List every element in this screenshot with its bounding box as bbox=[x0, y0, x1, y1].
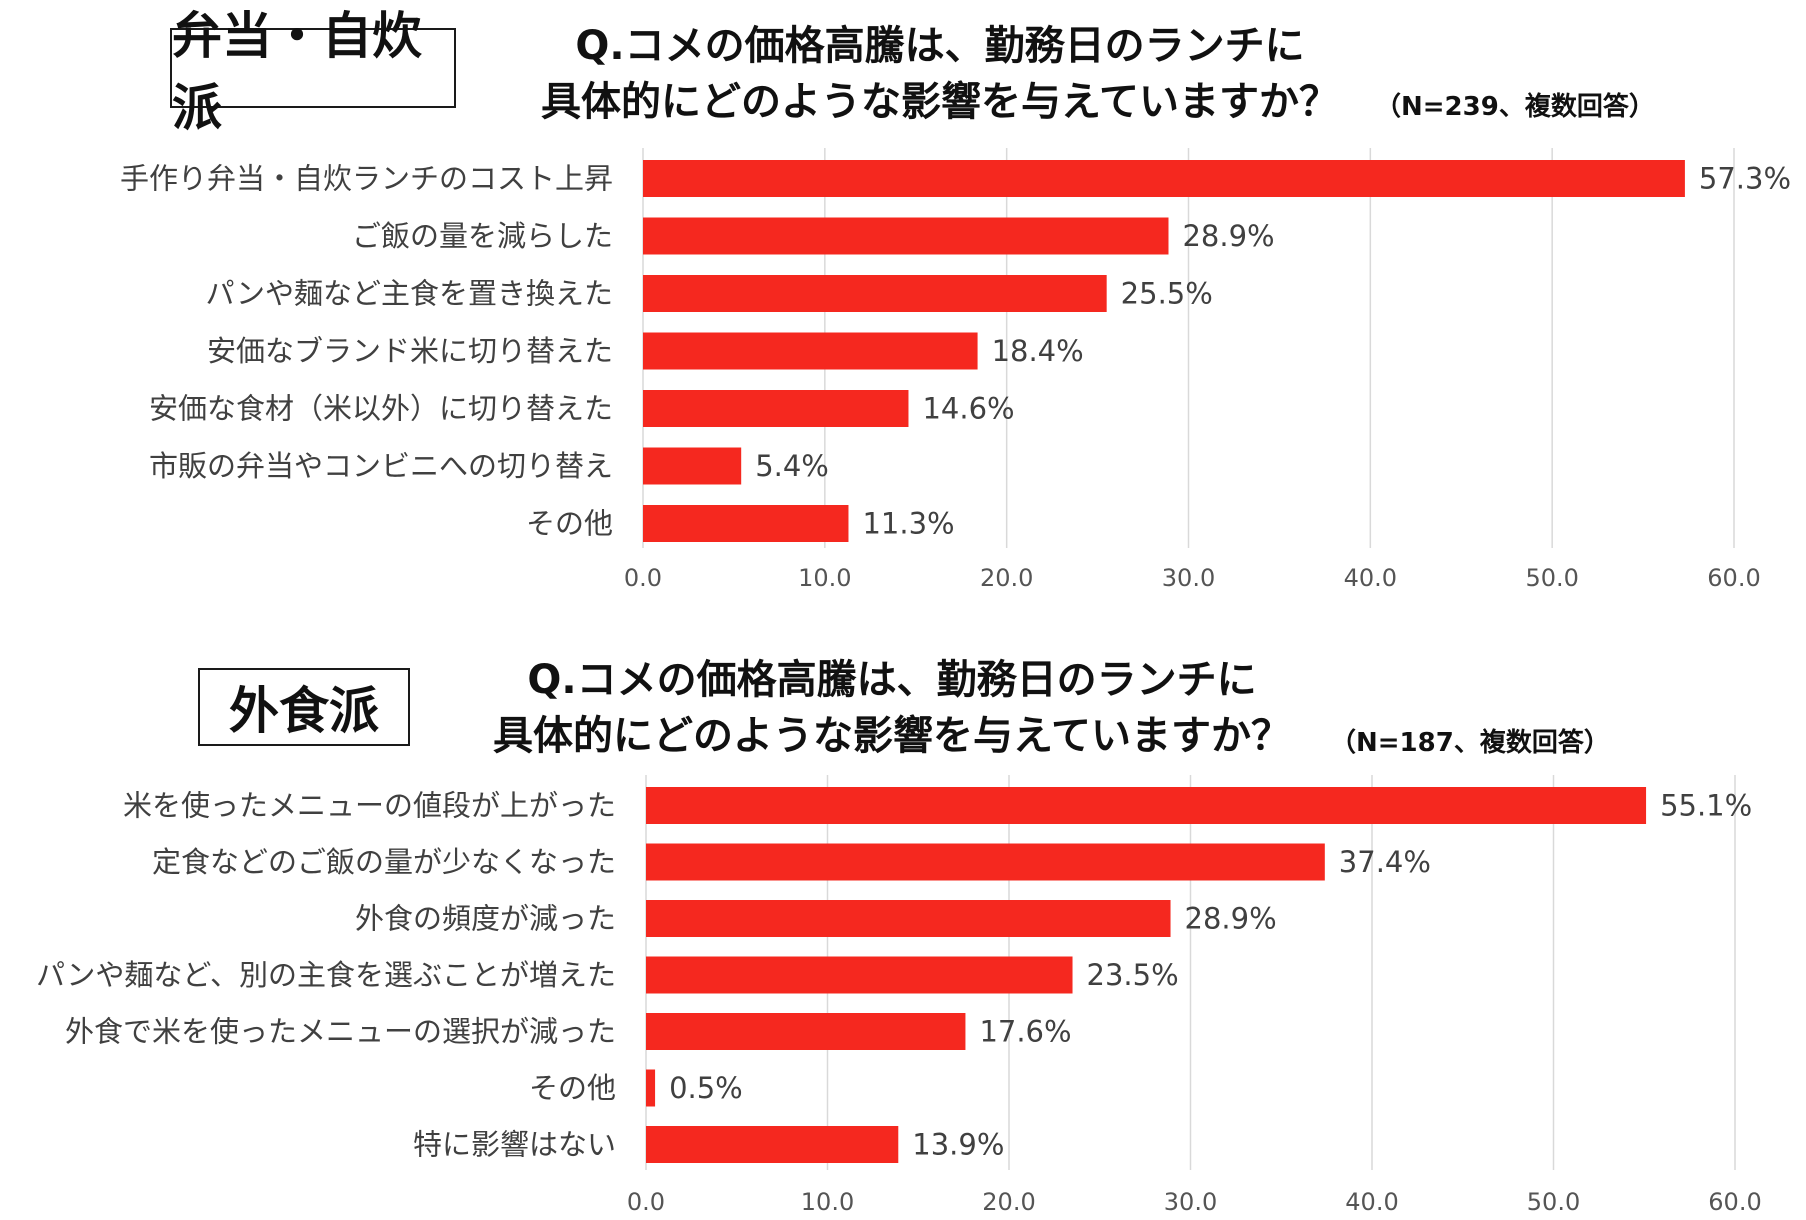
x-tick-label: 0.0 bbox=[627, 1188, 665, 1216]
chart-title-line1: Q.コメの価格高騰は、勤務日のランチに bbox=[575, 23, 1305, 69]
chart-title: Q.コメの価格高騰は、勤務日のランチに 具体的にどのような影響を与えていますか？ bbox=[500, 18, 1380, 130]
category-label: その他 bbox=[529, 1071, 616, 1105]
category-label: 外食で米を使ったメニューの選択が減った bbox=[65, 1015, 616, 1049]
bar bbox=[643, 217, 1169, 255]
value-label: 37.4% bbox=[1339, 845, 1431, 879]
bar-chart-bento: 0.0 10.0 20.0 30.0 40.0 50.0 60.0 手作り弁当・自炊ランチのコ… bbox=[120, 148, 1791, 592]
x-tick-label: 10.0 bbox=[798, 564, 851, 592]
category-label: 定食などのご飯の量が少なくなった bbox=[152, 845, 616, 879]
chart-panel-eating-out: 外食派 Q.コメの価格高騰は、勤務日のランチに 具体的にどのような影響を与えてい… bbox=[0, 640, 1806, 1220]
value-label: 25.5% bbox=[1121, 277, 1213, 311]
x-tick-label: 60.0 bbox=[1707, 564, 1760, 592]
value-label: 28.9% bbox=[1185, 902, 1277, 936]
bar bbox=[643, 332, 978, 370]
chart-title-line1: Q.コメの価格高騰は、勤務日のランチに bbox=[527, 657, 1257, 703]
category-label: 特に影響はない bbox=[413, 1128, 616, 1162]
x-tick-label: 50.0 bbox=[1527, 1188, 1580, 1216]
value-label: 57.3% bbox=[1699, 162, 1791, 196]
bar bbox=[643, 390, 909, 427]
category-label: 米を使ったメニューの値段が上がった bbox=[123, 789, 616, 823]
value-label: 28.9% bbox=[1182, 219, 1274, 253]
x-tick-label: 0.0 bbox=[624, 564, 662, 592]
x-tick-label: 30.0 bbox=[1164, 1188, 1217, 1216]
bar bbox=[646, 1013, 966, 1050]
x-tick-label: 60.0 bbox=[1708, 1188, 1761, 1216]
bar bbox=[643, 447, 742, 485]
x-tick-label: 10.0 bbox=[801, 1188, 854, 1216]
chart-title-line2: 具体的にどのような影響を与えていますか？ bbox=[541, 79, 1339, 125]
value-label: 13.9% bbox=[912, 1128, 1004, 1162]
category-label: ご飯の量を減らした bbox=[352, 219, 613, 253]
group-label-box: 外食派 bbox=[198, 668, 410, 746]
bar bbox=[646, 956, 1073, 994]
x-tick-label: 40.0 bbox=[1345, 1188, 1398, 1216]
x-tick-label: 20.0 bbox=[982, 1188, 1035, 1216]
bar bbox=[646, 843, 1325, 881]
group-label-box: 弁当・自炊派 bbox=[170, 7, 456, 137]
value-label: 18.4% bbox=[992, 334, 1084, 368]
sample-size-note: （N=239、複数回答） bbox=[1375, 92, 1655, 122]
bar-chart-eating-out: 0.0 10.0 20.0 30.0 40.0 50.0 60.0 米を使ったメニューの値段が… bbox=[36, 775, 1762, 1216]
x-tick-label: 50.0 bbox=[1525, 564, 1578, 592]
category-label: 外食の頻度が減った bbox=[355, 902, 616, 936]
chart-panel-bento: 弁当・自炊派 Q.コメの価格高騰は、勤務日のランチに 具体的にどのような影響を与… bbox=[120, 7, 1791, 592]
bar bbox=[643, 275, 1107, 312]
value-label: 14.6% bbox=[922, 392, 1014, 426]
category-label: その他 bbox=[526, 507, 613, 541]
bar bbox=[643, 160, 1685, 197]
bar bbox=[646, 900, 1171, 937]
bar bbox=[646, 1069, 656, 1107]
value-label: 55.1% bbox=[1660, 789, 1752, 823]
category-label: 市販の弁当やコンビニへの切り替え bbox=[149, 449, 613, 483]
group-label: 外食派 bbox=[229, 682, 379, 740]
x-tick-label: 30.0 bbox=[1162, 564, 1215, 592]
bar bbox=[643, 505, 849, 542]
value-label: 5.4% bbox=[755, 449, 829, 483]
category-label: パンや麺など、別の主食を選ぶことが増えた bbox=[36, 958, 616, 992]
bar bbox=[646, 787, 1647, 824]
category-label: 安価なブランド米に切り替えた bbox=[207, 334, 613, 368]
value-label: 0.5% bbox=[669, 1071, 743, 1105]
group-label: 弁当・自炊派 bbox=[172, 7, 422, 137]
value-label: 23.5% bbox=[1087, 958, 1179, 992]
chart-title-line2: 具体的にどのような影響を与えていますか？ bbox=[493, 713, 1291, 759]
x-tick-label: 40.0 bbox=[1344, 564, 1397, 592]
value-label: 17.6% bbox=[979, 1015, 1071, 1049]
bar bbox=[646, 1126, 899, 1163]
category-label: 手作り弁当・自炊ランチのコスト上昇 bbox=[120, 162, 613, 196]
category-label: 安価な食材（米以外）に切り替えた bbox=[149, 392, 613, 426]
sample-size-note: （N=187、複数回答） bbox=[1330, 728, 1610, 758]
value-label: 11.3% bbox=[862, 507, 954, 541]
chart-title: Q.コメの価格高騰は、勤務日のランチに 具体的にどのような影響を与えていますか？ bbox=[452, 652, 1332, 764]
x-tick-label: 20.0 bbox=[980, 564, 1033, 592]
category-label: パンや麺など主食を置き換えた bbox=[206, 277, 613, 311]
